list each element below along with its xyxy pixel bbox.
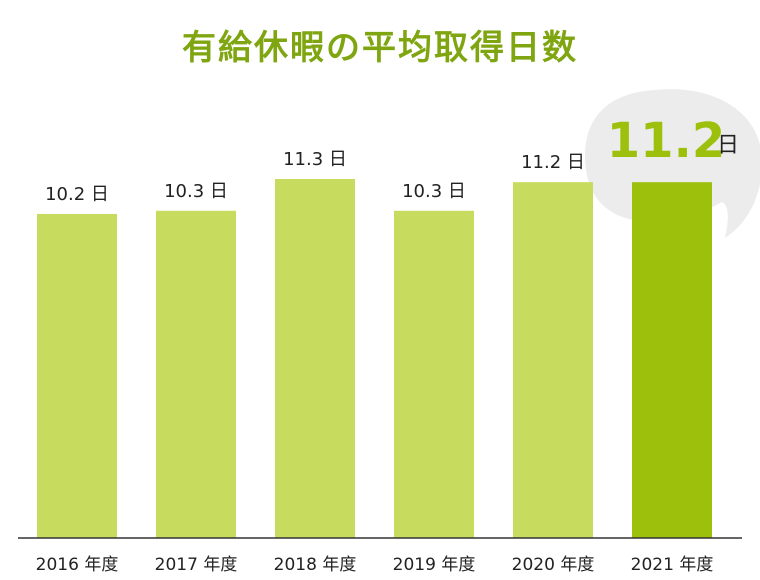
category-label-5: 2021 年度 — [631, 555, 714, 575]
value-label-0: 10.2 日 — [45, 184, 109, 205]
bar-3 — [394, 210, 474, 539]
category-label-1: 2017 年度 — [155, 555, 238, 575]
chart-title: 有給休暇の平均取得日数 — [182, 28, 578, 68]
highlight-value: 11.2 — [607, 113, 725, 169]
value-label-3: 10.3 日 — [402, 181, 466, 202]
bar-0 — [37, 213, 117, 538]
value-label-2: 11.3 日 — [283, 149, 347, 170]
bar-4 — [513, 182, 593, 538]
bar-1 — [156, 210, 236, 539]
category-label-3: 2019 年度 — [393, 555, 476, 575]
category-label-0: 2016 年度 — [36, 555, 119, 575]
value-label-1: 10.3 日 — [164, 181, 228, 202]
bar-2 — [275, 179, 355, 538]
bar-5 — [632, 182, 712, 538]
category-label-4: 2020 年度 — [512, 555, 595, 575]
callout-bubble — [585, 89, 760, 238]
category-label-2: 2018 年度 — [274, 555, 357, 575]
value-label-4: 11.2 日 — [521, 152, 585, 173]
highlight-unit: 日 — [717, 133, 739, 158]
